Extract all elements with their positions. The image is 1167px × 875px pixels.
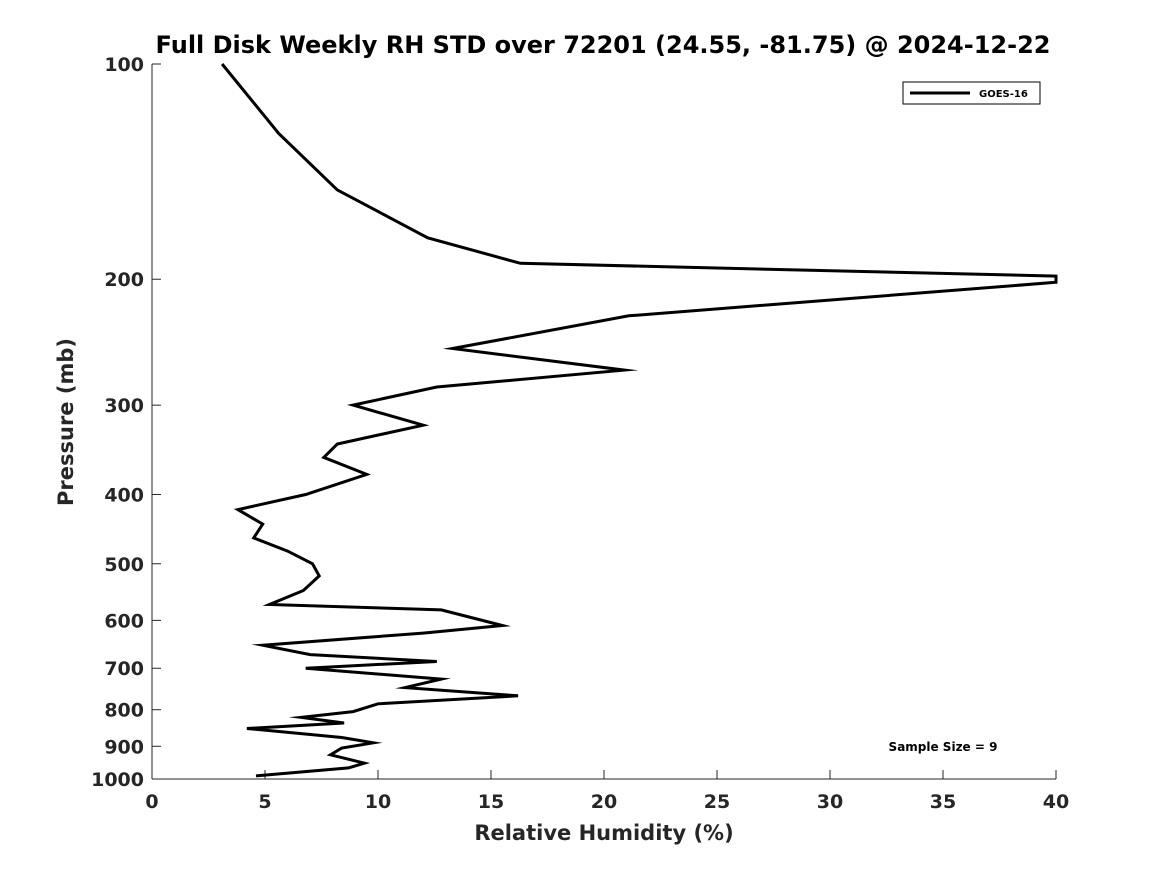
x-tick-label: 30 bbox=[817, 791, 843, 813]
legend-label-goes-16: GOES-16 bbox=[979, 89, 1028, 100]
legend-box bbox=[902, 81, 1041, 105]
sample-size-annotation: Sample Size = 9 bbox=[889, 740, 998, 754]
x-tick-label: 0 bbox=[145, 791, 158, 813]
series-line-goes-16 bbox=[220, 63, 1058, 778]
y-tick-label: 300 bbox=[104, 395, 144, 417]
y-tick-label: 700 bbox=[104, 658, 144, 680]
y-tick-label: 600 bbox=[104, 610, 144, 632]
x-tick-label: 15 bbox=[478, 791, 504, 813]
y-tick-label: 800 bbox=[104, 700, 144, 722]
x-tick-label: 25 bbox=[704, 791, 730, 813]
x-tick-label: 35 bbox=[930, 791, 956, 813]
y-tick-label: 1000 bbox=[91, 769, 144, 791]
y-tick-label: 500 bbox=[104, 554, 144, 576]
y-tick-label: 200 bbox=[104, 269, 144, 291]
x-tick-label: 10 bbox=[365, 791, 391, 813]
y-tick-label: 900 bbox=[104, 736, 144, 758]
chart-title: Full Disk Weekly RH STD over 72201 (24.5… bbox=[156, 31, 1051, 59]
plot-area: 0 5 10 15 20 25 30 35 40 100 200 300 400 500 600 700 800… bbox=[91, 54, 1069, 813]
y-tick-label: 100 bbox=[104, 54, 144, 76]
y-tick-label: 400 bbox=[104, 484, 144, 506]
x-axis-label: Relative Humidity (%) bbox=[474, 821, 733, 845]
y-axis-label: Pressure (mb) bbox=[54, 338, 78, 506]
legend: GOES-16 bbox=[902, 81, 1041, 105]
x-tick-label: 20 bbox=[591, 791, 617, 813]
x-tick-label: 40 bbox=[1043, 791, 1069, 813]
x-tick-label: 5 bbox=[258, 791, 271, 813]
